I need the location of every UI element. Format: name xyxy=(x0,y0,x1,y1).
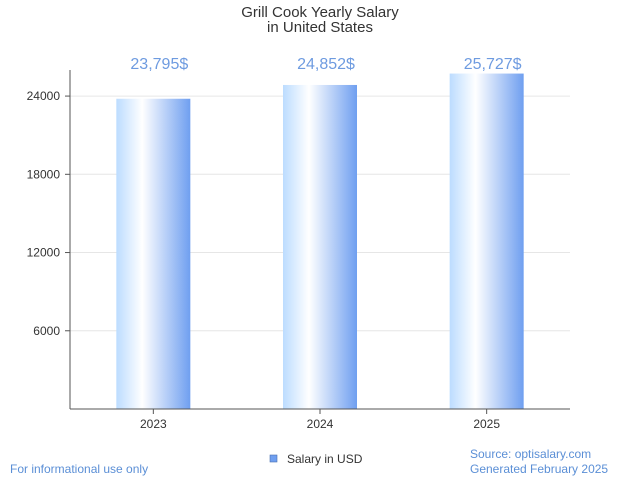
data-label-2025: 25,727$ xyxy=(464,56,522,73)
y-tick-label: 12000 xyxy=(27,246,61,260)
data-label-2023: 23,795$ xyxy=(130,56,188,73)
x-tick-label: 2025 xyxy=(473,417,500,431)
disclaimer-text: For informational use only xyxy=(10,462,149,476)
axes: 6000 12000 18000 24000 2023 2024 2025 xyxy=(27,70,570,431)
data-label-2024: 24,852$ xyxy=(297,56,355,73)
legend-swatch xyxy=(269,454,278,463)
bar-2024 xyxy=(283,84,357,410)
legend: Salary in USD xyxy=(269,452,363,466)
bar-2025 xyxy=(449,73,524,409)
y-tick-label: 18000 xyxy=(27,167,61,181)
bars: 23,795$ 24,852$ 25,727$ xyxy=(116,56,524,410)
y-tick-label: 6000 xyxy=(33,324,60,338)
chart-title-line-2: in United States xyxy=(267,19,373,36)
generated-text: Generated February 2025 xyxy=(470,462,609,476)
y-tick-label: 24000 xyxy=(27,89,61,103)
bar-2023 xyxy=(116,98,191,409)
chart-title-line-1: Grill Cook Yearly Salary xyxy=(241,4,399,21)
source-text: Source: optisalary.com xyxy=(470,447,592,461)
legend-label: Salary in USD xyxy=(287,452,363,466)
x-tick-label: 2024 xyxy=(307,417,334,431)
x-tick-label: 2023 xyxy=(140,417,167,431)
